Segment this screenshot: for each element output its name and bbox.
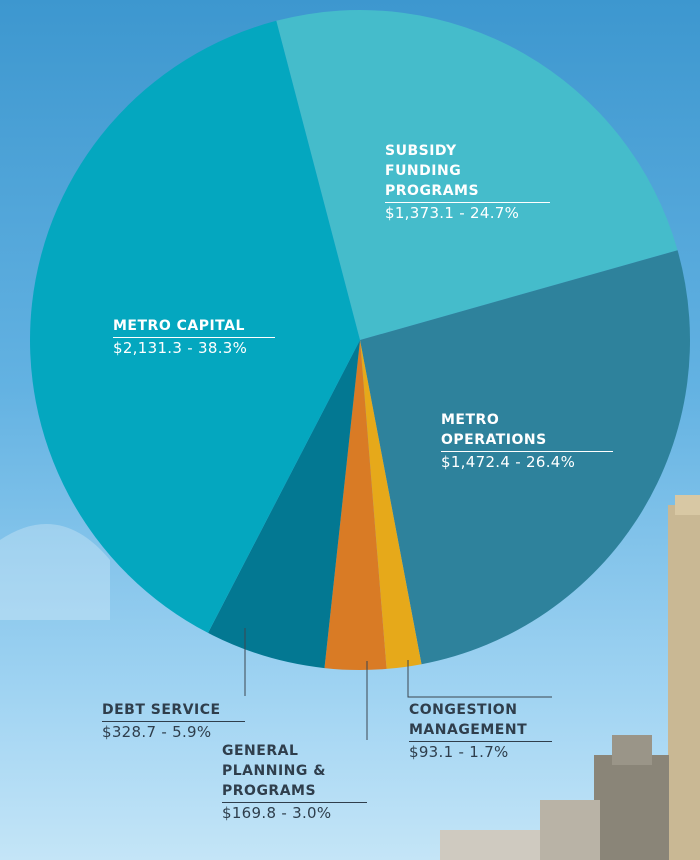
slice-label: GENERAL PLANNING & PROGRAMS $169.8 - 3.0% <box>222 741 367 823</box>
label-rule: SUBSIDY FUNDING PROGRAMS <box>385 141 550 203</box>
slice-label: METRO OPERATIONS $1,472.4 - 26.4% <box>441 410 613 472</box>
pie-slice <box>276 10 678 341</box>
slice-value: $328.7 - 5.9% <box>102 723 212 741</box>
label-rule: METRO OPERATIONS <box>441 410 613 452</box>
city-skyline <box>0 495 700 860</box>
slice-value: $169.8 - 3.0% <box>222 804 332 822</box>
pie-slice <box>360 250 690 665</box>
slice-name: SUBSIDY FUNDING PROGRAMS <box>385 143 480 199</box>
label-rule: DEBT SERVICE <box>102 700 245 722</box>
leader-lines <box>244 628 552 740</box>
slice-label: SUBSIDY FUNDING PROGRAMS $1,373.1 - 24.7% <box>385 141 550 223</box>
slice-label: CONGESTION MANAGEMENT $93.1 - 1.7% <box>409 700 552 762</box>
slice-name: METRO CAPITAL <box>113 318 245 334</box>
slice-value: $93.1 - 1.7% <box>409 743 509 761</box>
pie-slice <box>208 340 360 669</box>
slice-name: GENERAL PLANNING & PROGRAMS <box>222 743 326 799</box>
label-rule: GENERAL PLANNING & PROGRAMS <box>222 741 367 803</box>
pie-slice <box>360 340 422 669</box>
pie-slice <box>30 20 360 633</box>
slice-name: CONGESTION MANAGEMENT <box>409 702 528 738</box>
slice-label: METRO CAPITAL $2,131.3 - 38.3% <box>113 316 275 358</box>
label-rule: CONGESTION MANAGEMENT <box>409 700 552 742</box>
slice-value: $2,131.3 - 38.3% <box>113 339 248 357</box>
slice-value: $1,472.4 - 26.4% <box>441 453 576 471</box>
slice-name: DEBT SERVICE <box>102 702 221 718</box>
slice-name: METRO OPERATIONS <box>441 412 547 448</box>
pie-slice <box>324 340 387 670</box>
label-rule: METRO CAPITAL <box>113 316 275 338</box>
slice-label: DEBT SERVICE $328.7 - 5.9% <box>102 700 245 742</box>
slice-value: $1,373.1 - 24.7% <box>385 204 520 222</box>
